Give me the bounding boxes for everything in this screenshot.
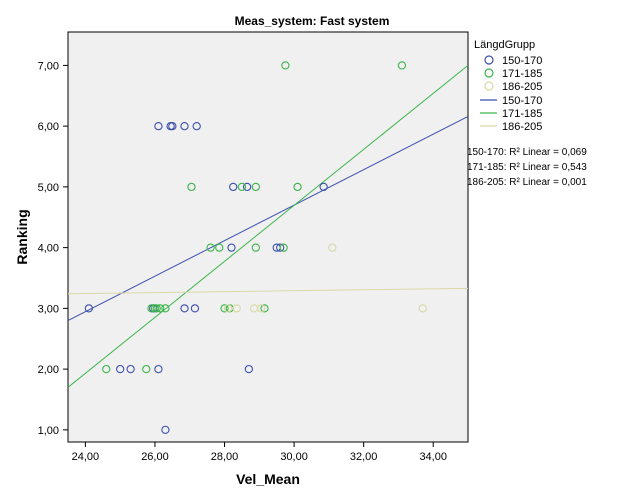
point-150-170 <box>192 121 201 131</box>
legend-label-186-205: 186-205 <box>502 81 542 93</box>
point-150-170 <box>229 182 238 192</box>
axis-ticks: 24,00 26,00 28,00 30,00 32,00 34,00 1,00 2,00 3,… <box>38 60 447 463</box>
legend-fit-label-186-205: 186-205 <box>502 121 542 133</box>
point-171-185 <box>397 61 407 70</box>
x-tick-label: 28,00 <box>211 451 239 463</box>
point-171-185 <box>220 304 229 313</box>
point-186-205 <box>418 304 427 313</box>
legend-fit-label-150-170: 150-170 <box>502 95 542 107</box>
chart-title: Meas_system: Fast system <box>235 14 390 28</box>
point-150-170 <box>227 243 236 252</box>
point-186-205 <box>256 304 266 313</box>
point-150-170 <box>168 121 177 131</box>
y-tick-label: 1,00 <box>38 425 59 437</box>
x-tick-label: 32,00 <box>350 451 378 463</box>
point-171-185 <box>260 304 269 313</box>
point-171-185 <box>237 182 247 192</box>
point-150-170 <box>190 304 200 313</box>
point-186-205 <box>328 243 337 252</box>
r2-label-171-185: 171-185: R² Linear = 0,543 <box>467 162 587 173</box>
point-171-185 <box>187 182 196 192</box>
point-171-185 <box>147 304 156 313</box>
point-150-170 <box>180 121 189 131</box>
x-axis-label: Vel_Mean <box>236 471 300 487</box>
y-tick-label: 6,00 <box>38 121 59 133</box>
point-171-185 <box>279 243 288 252</box>
point-171-185 <box>152 304 161 313</box>
point-171-185 <box>102 364 111 374</box>
y-axis-label: Ranking <box>14 209 30 264</box>
y-tick-label: 3,00 <box>38 303 59 315</box>
point-171-185 <box>142 364 151 374</box>
point-150-170 <box>276 243 285 252</box>
point-186-205 <box>223 304 233 313</box>
legend-title: LängdGrupp <box>474 39 535 51</box>
point-150-170 <box>244 364 254 374</box>
fit-line-150-170 <box>68 115 468 321</box>
point-150-170 <box>161 425 170 435</box>
point-171-185 <box>281 61 290 70</box>
point-171-185 <box>156 304 165 313</box>
y-tick-label: 7,00 <box>38 60 59 72</box>
legend-label-171-185: 171-185 <box>502 68 542 80</box>
point-171-185 <box>293 182 302 192</box>
fit-line-171-185 <box>68 65 468 388</box>
point-171-185 <box>251 243 260 252</box>
point-186-205 <box>232 304 241 313</box>
r2-label-186-205: 186-205: R² Linear = 0,001 <box>467 177 587 188</box>
r2-label-150-170: 150-170: R² Linear = 0,069 <box>467 147 587 158</box>
point-171-185 <box>161 304 170 313</box>
legend: LängdGrupp 150-170171-185186-205150-1701… <box>467 39 587 188</box>
point-150-170 <box>242 182 252 192</box>
y-tick-label: 2,00 <box>38 364 59 376</box>
point-150-170 <box>154 364 163 374</box>
x-tick-label: 30,00 <box>280 451 308 463</box>
point-171-185 <box>251 182 260 192</box>
x-tick-label: 24,00 <box>72 451 100 463</box>
legend-marker-186-205 <box>484 81 494 91</box>
point-171-185 <box>206 243 215 252</box>
legend-fit-label-171-185: 171-185 <box>502 108 542 120</box>
fit-line-186-205 <box>68 287 468 295</box>
x-tick-label: 26,00 <box>141 451 169 463</box>
point-150-170 <box>154 121 163 131</box>
point-150-170 <box>126 364 135 374</box>
legend-marker-171-185 <box>484 68 494 78</box>
y-tick-label: 4,00 <box>38 243 59 255</box>
point-150-170 <box>180 304 189 313</box>
x-tick-label: 34,00 <box>419 451 447 463</box>
plot-area <box>67 31 469 443</box>
plot-content <box>68 61 468 435</box>
legend-label-150-170: 150-170 <box>502 55 542 67</box>
point-150-170 <box>84 304 94 313</box>
point-171-185 <box>215 243 224 252</box>
y-tick-label: 5,00 <box>38 182 59 194</box>
point-150-170 <box>116 364 125 374</box>
point-150-170 <box>319 182 328 192</box>
legend-marker-150-170 <box>484 55 494 65</box>
